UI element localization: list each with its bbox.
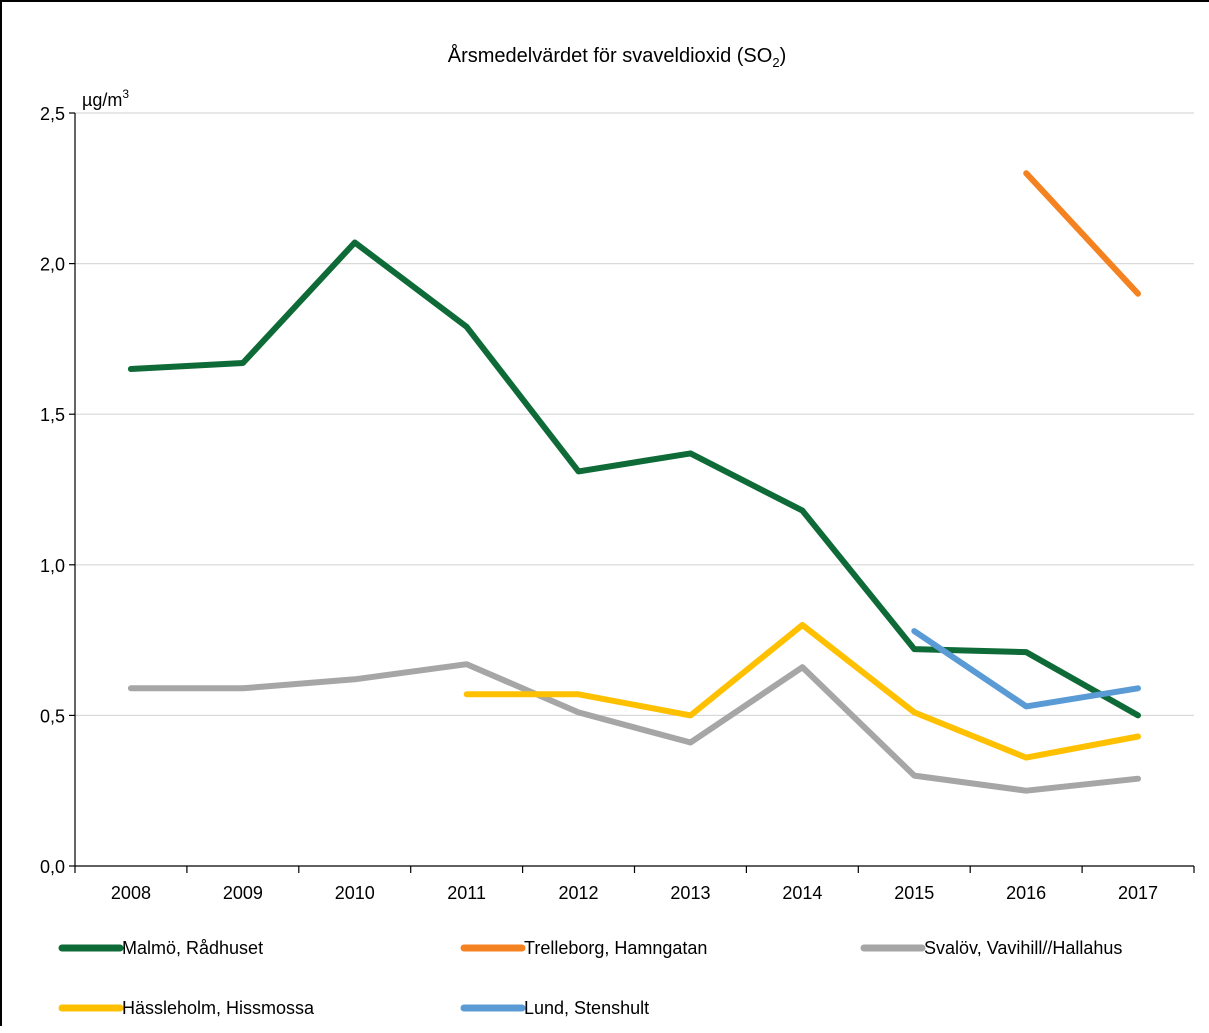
gridlines [75, 112, 1194, 717]
series-line-lund-stenshult [911, 628, 1141, 710]
x-tick-label: 2014 [782, 883, 822, 903]
y-axis-unit: µg/m3 [82, 87, 129, 110]
legend-label: Trelleborg, Hamngatan [524, 938, 707, 958]
series-line-trelleborg-hamngatan [1023, 170, 1141, 297]
axes [69, 112, 1195, 873]
y-tick-label: 0,5 [40, 706, 65, 726]
y-tick-label: 1,5 [40, 405, 65, 425]
y-tick-label: 2,5 [40, 104, 65, 124]
legend-label: Svalöv, Vavihill//Hallahus [924, 938, 1122, 958]
y-tick-labels: 0,0 0,5 1,0 1,5 2,0 2,5 [40, 104, 65, 877]
legend-label: Malmö, Rådhuset [122, 938, 263, 958]
x-tick-label: 2010 [335, 883, 375, 903]
y-tick-label: 1,0 [40, 556, 65, 576]
legend-label: Lund, Stenshult [524, 998, 649, 1018]
x-tick-label: 2015 [894, 883, 934, 903]
legend-label: Hässleholm, Hissmossa [122, 998, 315, 1018]
series-line-svalöv-vavihill-hallahus [127, 661, 1141, 794]
x-tick-label: 2017 [1118, 883, 1158, 903]
series-line-malmö-rådhuset [127, 239, 1141, 719]
x-tick-label: 2011 [447, 883, 486, 903]
y-tick-label: 0,0 [40, 857, 65, 877]
legend: Malmö, Rådhuset Trelleborg, Hamngatan Sval… [58, 938, 1122, 1018]
x-tick-label: 2013 [670, 883, 710, 903]
y-tick-label: 2,0 [40, 255, 65, 275]
x-tick-label: 2008 [111, 883, 151, 903]
x-tick-label: 2009 [223, 883, 263, 903]
x-tick-labels: 2008 2009 2010 2011 2012 2013 2014 2015 2016 2017 [111, 883, 1158, 903]
series-line-hässleholm-hissmossa [463, 622, 1141, 761]
x-tick-label: 2012 [559, 883, 599, 903]
series-lines [127, 170, 1141, 794]
x-tick-label: 2016 [1006, 883, 1046, 903]
chart-title: Årsmedelvärdet för svaveldioxid (SO2) [448, 44, 786, 70]
